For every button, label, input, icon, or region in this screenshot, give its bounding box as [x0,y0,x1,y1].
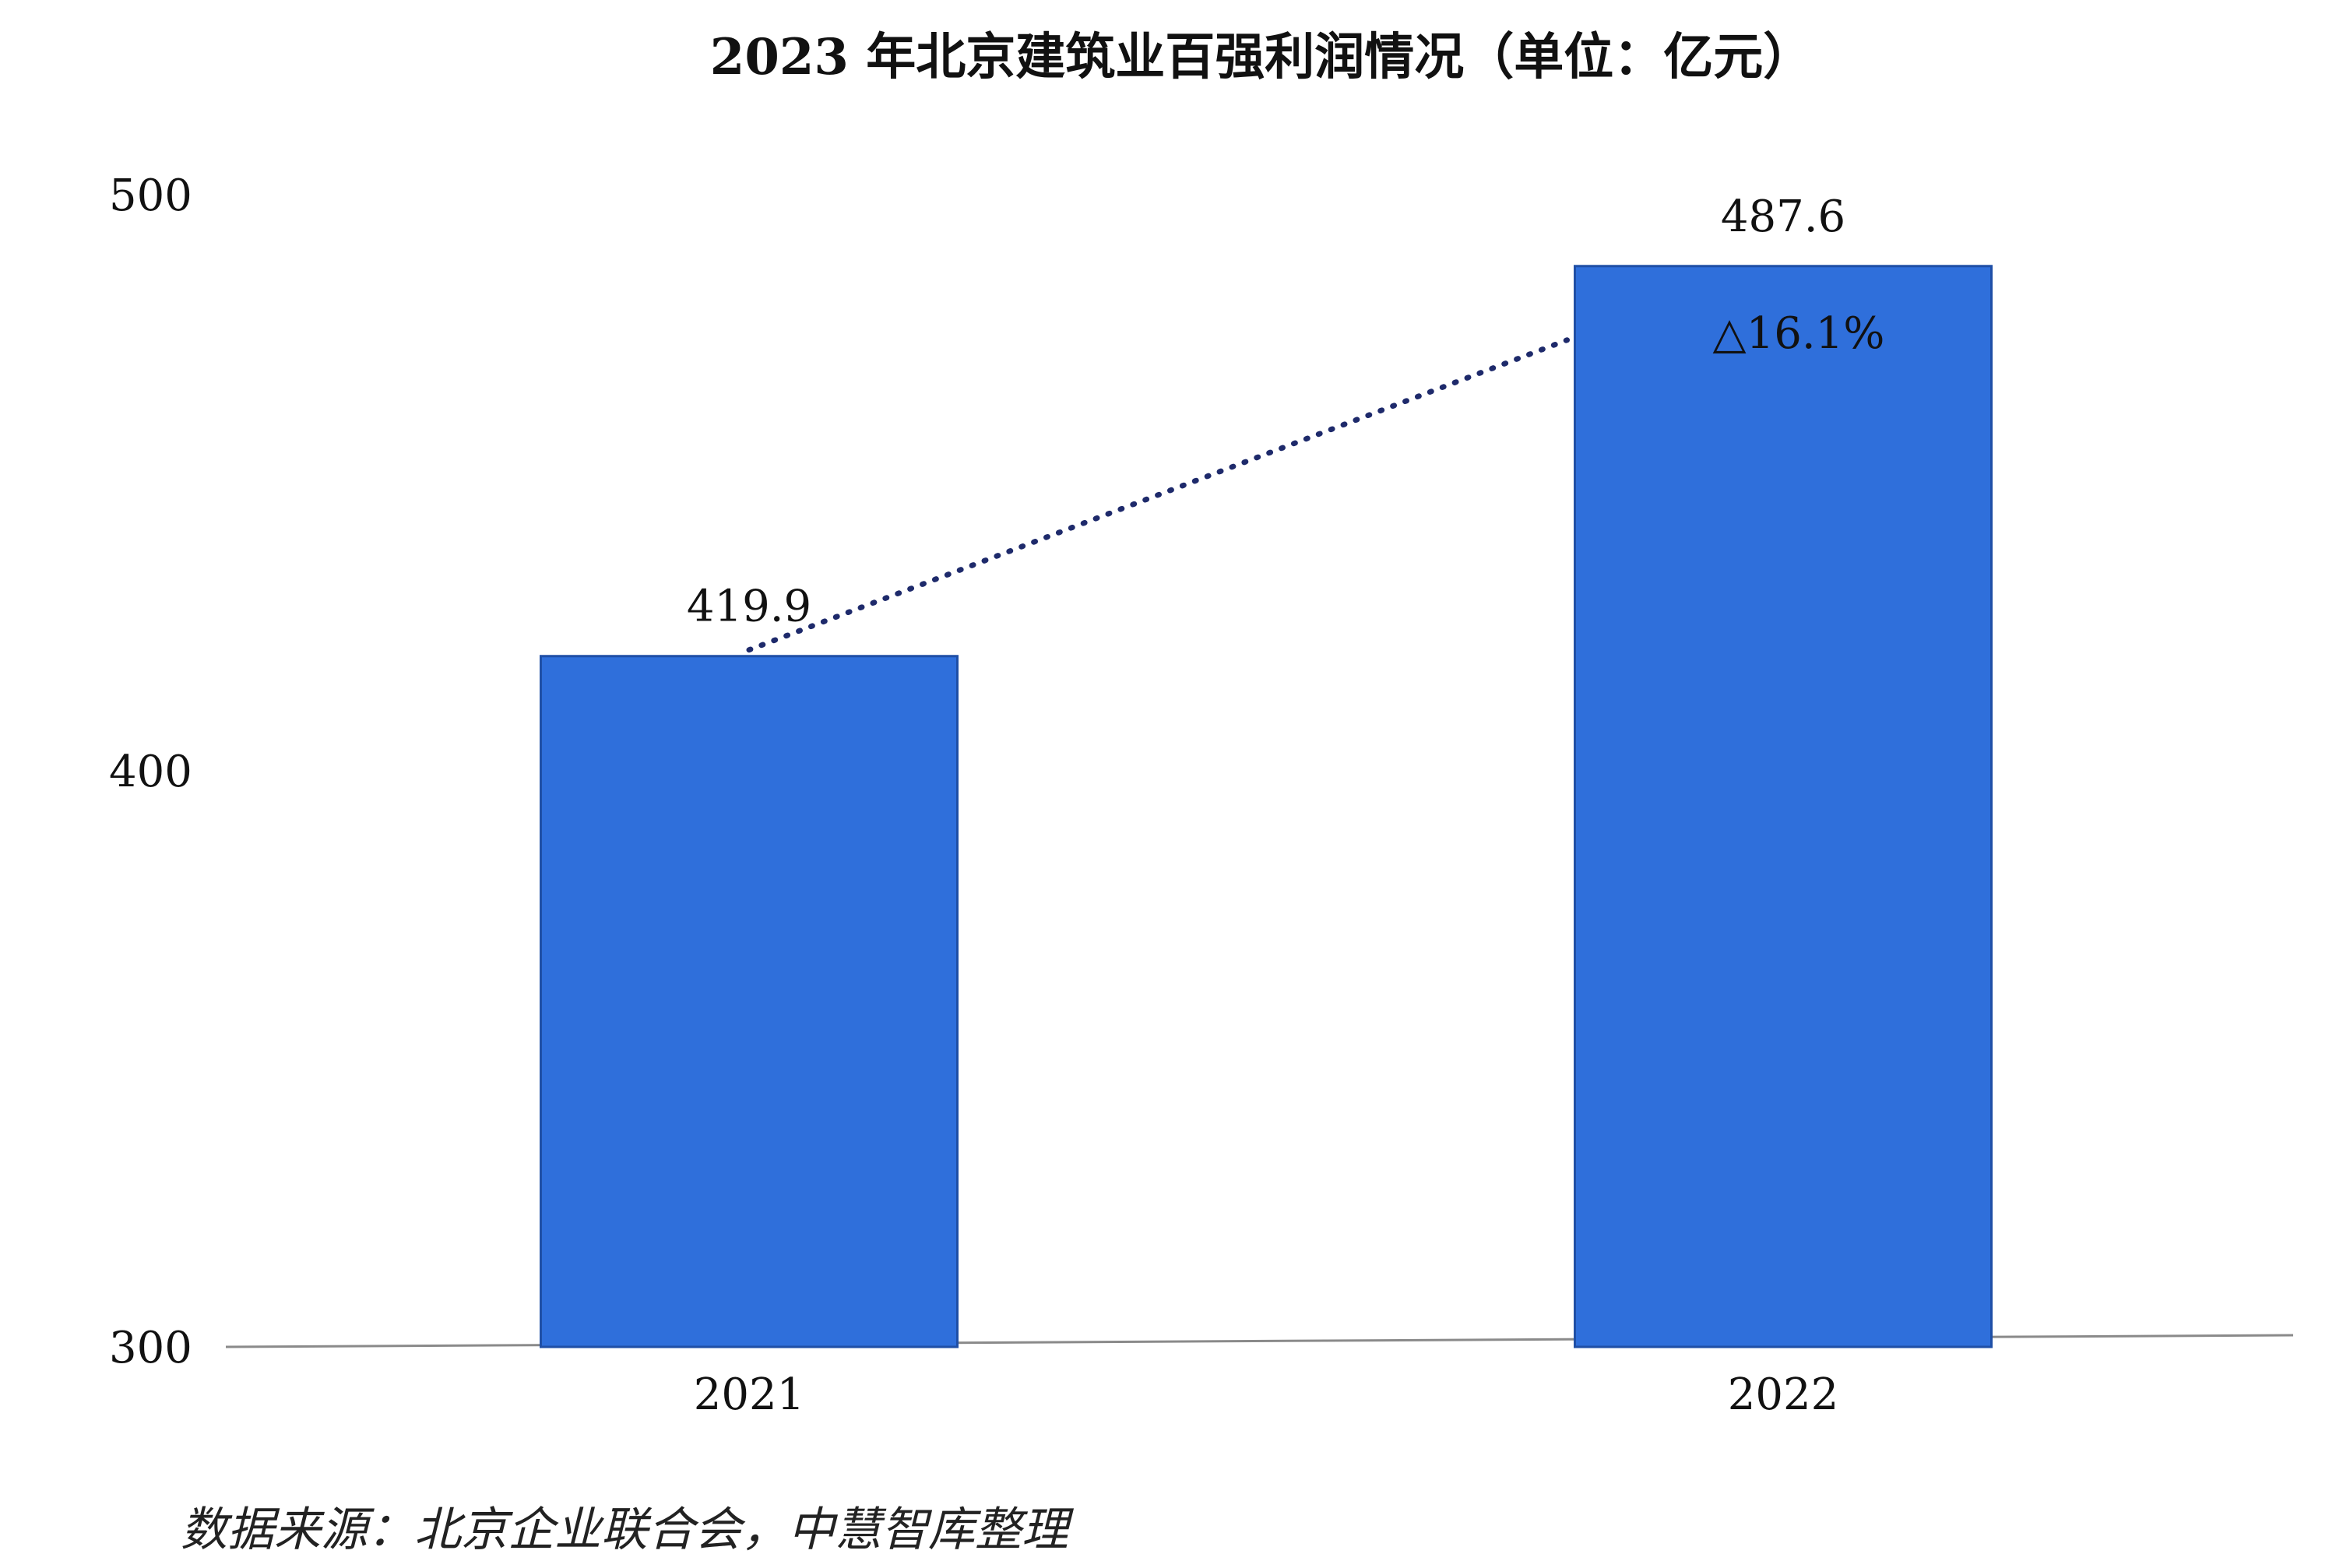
growth-trend-line [746,337,1570,653]
data-label-2021: 419.9 [687,582,811,632]
y-tick-label-400: 400 [109,747,192,797]
y-tick-label-300: 300 [109,1323,192,1373]
bar-2022 [1574,265,1993,1348]
x-tick-label-2021: 2021 [694,1369,805,1420]
source-note: 数据来源：北京企业联合会，中慧智库整理 [181,1503,1075,1557]
y-tick-label-500: 500 [109,171,192,221]
growth-annotation: △16.1% [1713,308,1885,359]
data-label-2022: 487.6 [1721,192,1845,242]
chart-title: 2023 年北京建筑业百强利润情况（单位：亿元） [710,28,1813,86]
x-tick-label-2022: 2022 [1728,1369,1839,1420]
bar-2021 [540,655,959,1348]
